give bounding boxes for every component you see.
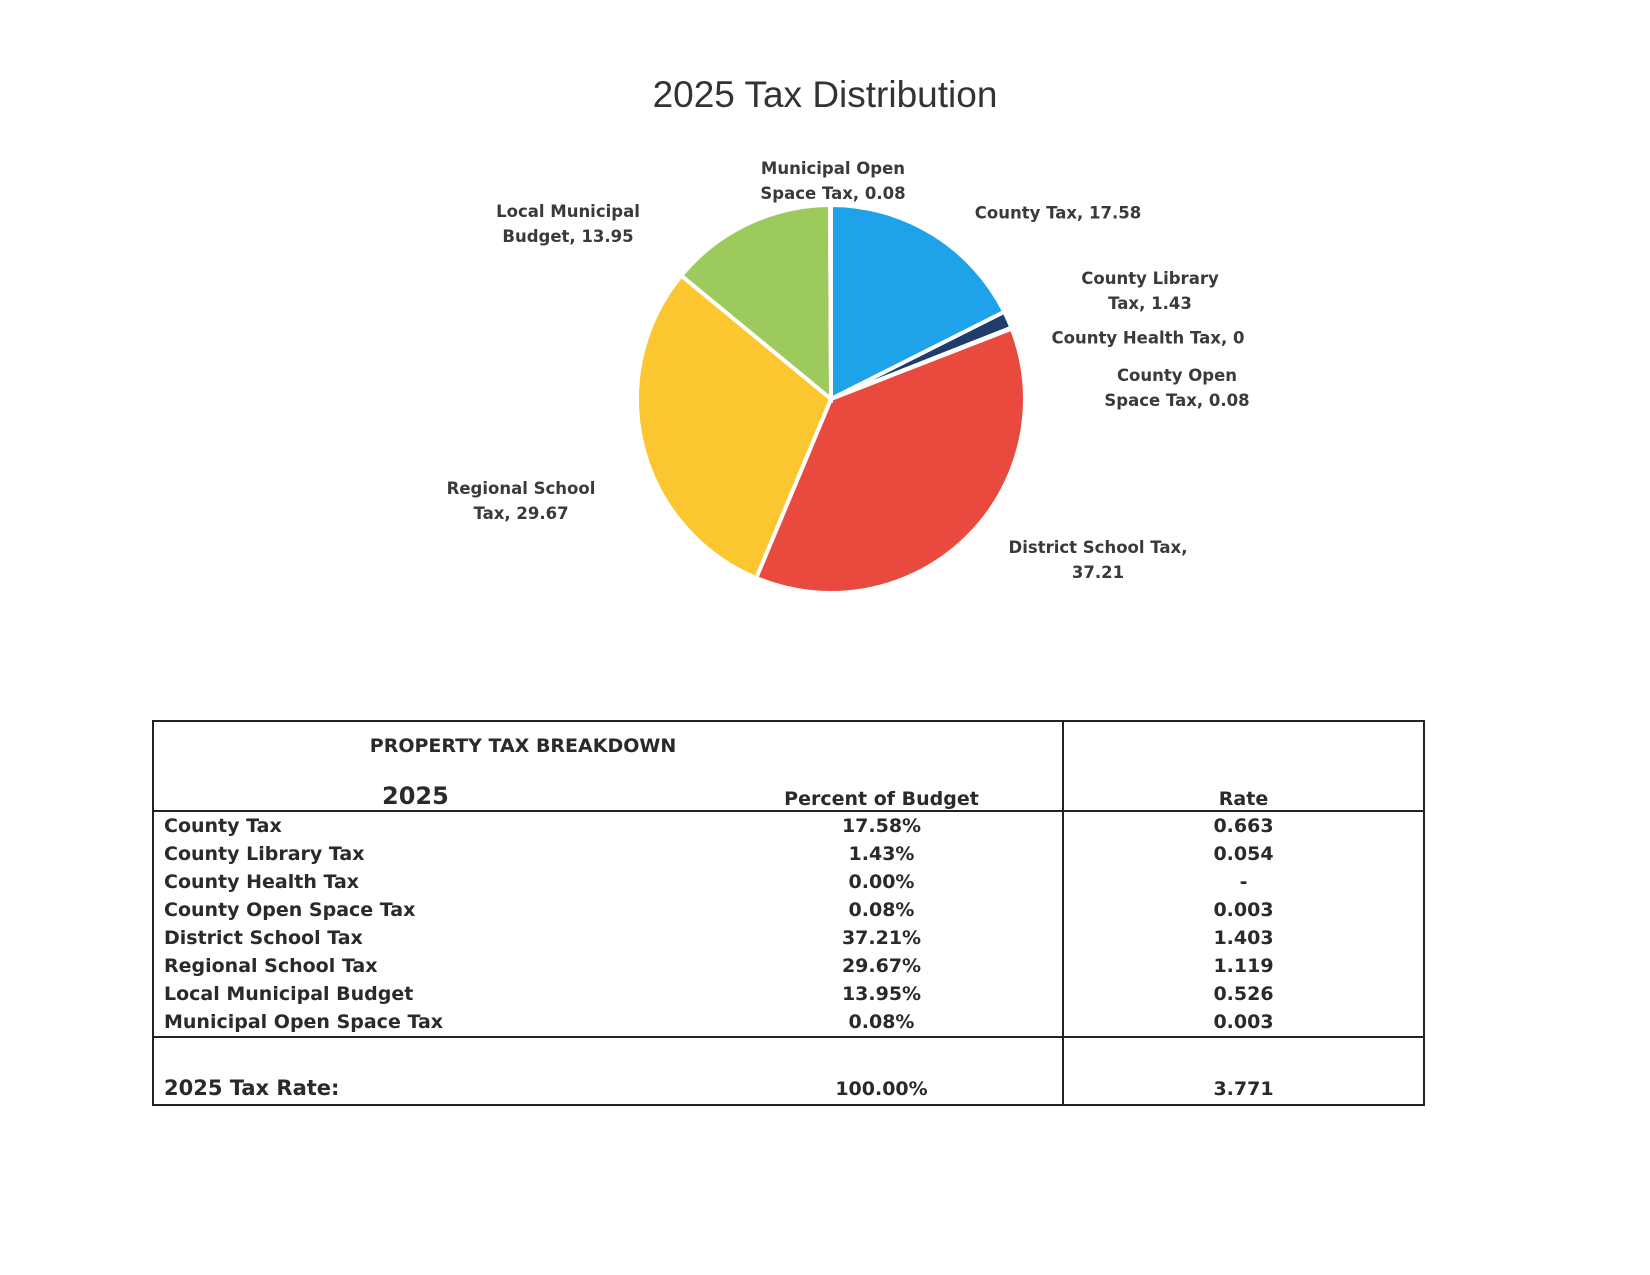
pie-slice xyxy=(829,202,1007,403)
slice-label: Regional School Tax, 29.67 xyxy=(446,479,596,523)
slice-value: 37.21 xyxy=(1071,563,1125,582)
table-cell: 0.08% xyxy=(848,899,915,921)
pie-slice xyxy=(635,272,834,581)
table-cell: 1.119 xyxy=(1062,952,1425,980)
slice-label: County Health Tax, 0 xyxy=(1051,328,1245,348)
slice-category: County Tax xyxy=(974,203,1077,223)
table-body: PROPERTY TAX BREAKDOWN 2025 Percent of B… xyxy=(153,721,1425,1105)
slice-label: County Library Tax, 1.43 xyxy=(1081,269,1219,313)
table-cell: 1.43% xyxy=(848,843,915,865)
title-row: PROPERTY TAX BREAKDOWN xyxy=(153,721,1425,770)
table-cell: County Health Tax xyxy=(164,871,360,893)
table-row: District School Tax 37.21% 1.403 xyxy=(153,924,1425,952)
table-row: County Open Space Tax 0.08% 0.003 xyxy=(153,896,1425,924)
table-cell: Municipal Open Space Tax xyxy=(164,1011,444,1033)
slice-value: 0.08 xyxy=(1208,391,1250,410)
total-cell: 3.771 xyxy=(1062,1036,1425,1105)
column-header: Percent of Budget xyxy=(701,770,1064,812)
slice-category: County Health Tax xyxy=(1051,328,1221,348)
total-row: 2025 Tax Rate: 100.00% 3.771 xyxy=(153,1036,1425,1105)
pie-chart xyxy=(635,202,1027,595)
slice-value: 17.58 xyxy=(1089,203,1142,223)
pie-slice xyxy=(828,202,833,400)
slice-category: County Open Space Tax xyxy=(1104,366,1238,410)
table-row: Local Municipal Budget 13.95% 0.526 xyxy=(153,980,1425,1008)
table-cell: 37.21% xyxy=(841,927,922,949)
table-cell: 0.663 xyxy=(1062,811,1425,840)
slice-category: Municipal Open Space Tax xyxy=(760,159,906,203)
table-cell: County Tax xyxy=(164,815,282,837)
table-cell: 17.58% xyxy=(841,815,922,837)
slice-category: County Library Tax xyxy=(1081,269,1219,313)
table-cell: 0.003 xyxy=(1062,896,1425,924)
table-cell: 0.00% xyxy=(848,871,915,893)
slice-category: Regional School Tax xyxy=(446,479,596,523)
table-cell: 0.003 xyxy=(1062,1008,1425,1037)
total-cell: 100.00% xyxy=(701,1036,1064,1105)
table-cell: County Open Space Tax xyxy=(164,899,416,921)
table-row: Municipal Open Space Tax 0.08% 0.003 xyxy=(153,1008,1425,1037)
table-row: Regional School Tax 29.67% 1.119 xyxy=(153,952,1425,980)
table-cell: 0.054 xyxy=(1062,840,1425,868)
slice-label: County Tax, 17.58 xyxy=(974,203,1142,223)
slice-value: 13.95 xyxy=(581,227,634,246)
slice-category: District School Tax xyxy=(1008,538,1182,557)
tax-table: PROPERTY TAX BREAKDOWN 2025 Percent of B… xyxy=(152,720,1426,1106)
slice-value: 29.67 xyxy=(516,504,569,523)
table-row: County Library Tax 1.43% 0.054 xyxy=(153,840,1425,868)
table-cell: 0.08% xyxy=(848,1011,915,1033)
table-title: PROPERTY TAX BREAKDOWN xyxy=(369,735,677,757)
slice-label: District School Tax, 37.21 xyxy=(1008,538,1188,582)
table-cell: Regional School Tax xyxy=(164,955,378,977)
table-cell: 29.67% xyxy=(841,955,922,977)
table-row: County Health Tax 0.00% - xyxy=(153,868,1425,896)
slice-value: 1.43 xyxy=(1151,294,1192,313)
slice-value: 0 xyxy=(1232,328,1245,348)
table-cell: - xyxy=(1062,868,1425,896)
table-cell: 0.526 xyxy=(1062,980,1425,1008)
table-year: 2025 xyxy=(153,770,701,812)
pie-slice xyxy=(753,326,1027,595)
header-row: 2025 Percent of Budget Rate xyxy=(153,770,1425,812)
slice-label: County Open Space Tax, 0.08 xyxy=(1104,366,1250,410)
table-cell: 1.403 xyxy=(1062,924,1425,952)
chart-title: 2025 Tax Distribution xyxy=(652,74,998,115)
slice-label: Local Municipal Budget, 13.95 xyxy=(496,202,640,246)
total-cell: 2025 Tax Rate: xyxy=(153,1036,701,1105)
slice-value: 0.08 xyxy=(864,184,906,203)
table-cell: Local Municipal Budget xyxy=(164,983,414,1005)
table-cell: 13.95% xyxy=(841,983,922,1005)
table-cell: District School Tax xyxy=(164,927,363,949)
pie-slice xyxy=(678,202,834,404)
column-header: Rate xyxy=(1062,770,1425,812)
table-row: County Tax 17.58% 0.663 xyxy=(153,811,1425,840)
slice-category: Local Municipal Budget xyxy=(496,202,640,246)
slice-label: Municipal Open Space Tax, 0.08 xyxy=(760,159,906,203)
empty-cell xyxy=(1062,721,1425,770)
table-cell: County Library Tax xyxy=(164,843,365,865)
